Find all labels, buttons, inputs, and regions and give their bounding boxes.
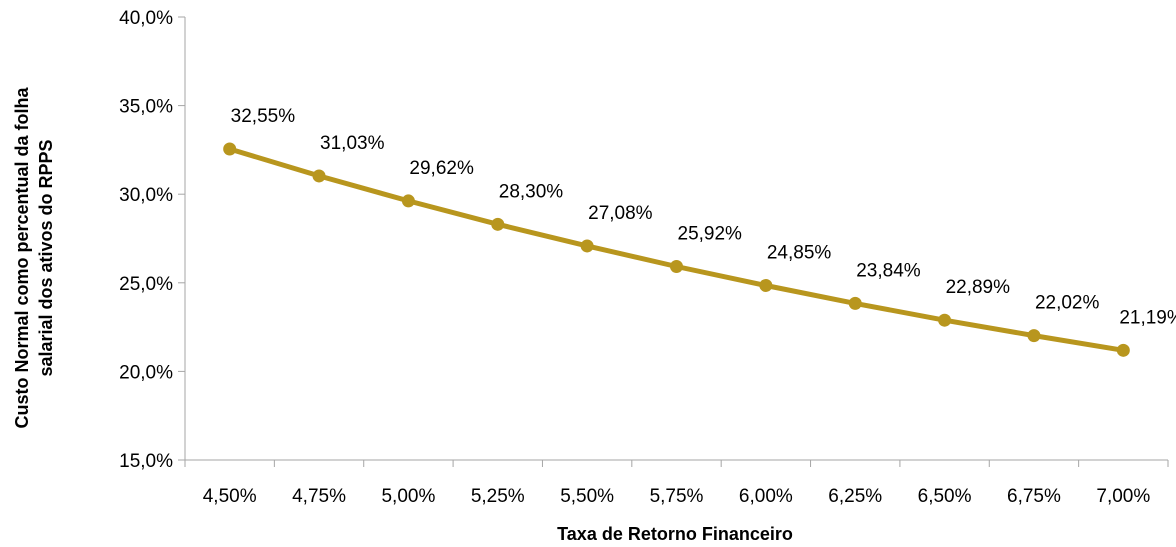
data-label: 22,02%: [1035, 293, 1100, 314]
data-label: 27,08%: [588, 203, 653, 224]
data-point: [580, 239, 594, 253]
x-tick-label: 6,25%: [828, 486, 882, 507]
y-tick-label: 25,0%: [119, 274, 173, 295]
x-tick-label: 4,75%: [292, 486, 346, 507]
y-tick-label: 40,0%: [119, 8, 173, 29]
x-tick-label: 5,25%: [471, 486, 525, 507]
x-tick-label: 4,50%: [203, 486, 257, 507]
data-point: [759, 278, 773, 292]
data-label: 22,89%: [946, 277, 1011, 298]
y-axis-title-line1: Custo Normal como percentual da folha: [12, 86, 32, 428]
x-tick-label: 5,00%: [381, 486, 435, 507]
data-point: [938, 313, 952, 327]
x-tick-label: 6,00%: [739, 486, 793, 507]
data-label: 21,19%: [1119, 307, 1176, 328]
y-tick-label: 20,0%: [119, 362, 173, 383]
data-label: 28,30%: [499, 181, 564, 202]
data-label: 23,84%: [856, 260, 921, 281]
y-axis-title-line2: salarial dos ativos do RPPS: [36, 139, 56, 376]
series-group: [223, 142, 1130, 357]
x-tick-label: 6,75%: [1007, 486, 1061, 507]
y-axis-ticks: 15,0% 20,0% 25,0% 30,0% 35,0% 40,0%: [119, 8, 185, 472]
data-point: [848, 296, 862, 310]
data-point: [312, 169, 326, 183]
data-point: [491, 217, 505, 231]
data-label: 29,62%: [409, 158, 474, 179]
data-label: 24,85%: [767, 242, 832, 263]
data-point: [670, 259, 683, 273]
data-point: [1116, 343, 1130, 357]
y-tick-label: 15,0%: [119, 451, 173, 472]
data-labels: 32,55% 31,03% 29,62% 28,30% 27,08% 25,92% 24,8…: [231, 106, 1176, 328]
x-tick-label: 6,50%: [918, 486, 972, 507]
data-point: [223, 142, 237, 156]
y-tick-label: 30,0%: [119, 185, 173, 206]
axes: [184, 17, 1168, 461]
y-tick-label: 35,0%: [119, 97, 173, 118]
x-axis-title: Taxa de Retorno Financeiro: [557, 524, 793, 544]
series-line: [228, 146, 1124, 353]
data-label: 31,03%: [320, 133, 385, 154]
x-tick-label: 5,50%: [560, 486, 614, 507]
data-point: [1027, 329, 1041, 343]
data-label: 32,55%: [231, 106, 296, 127]
data-point: [401, 194, 415, 208]
x-tick-label: 5,75%: [650, 486, 704, 507]
data-label: 25,92%: [678, 223, 743, 244]
x-tick-label: 7,00%: [1096, 486, 1150, 507]
x-axis-ticks: 4,50% 4,75% 5,00% 5,25% 5,50% 5,75% 6,00% 6,25%…: [184, 460, 1169, 507]
